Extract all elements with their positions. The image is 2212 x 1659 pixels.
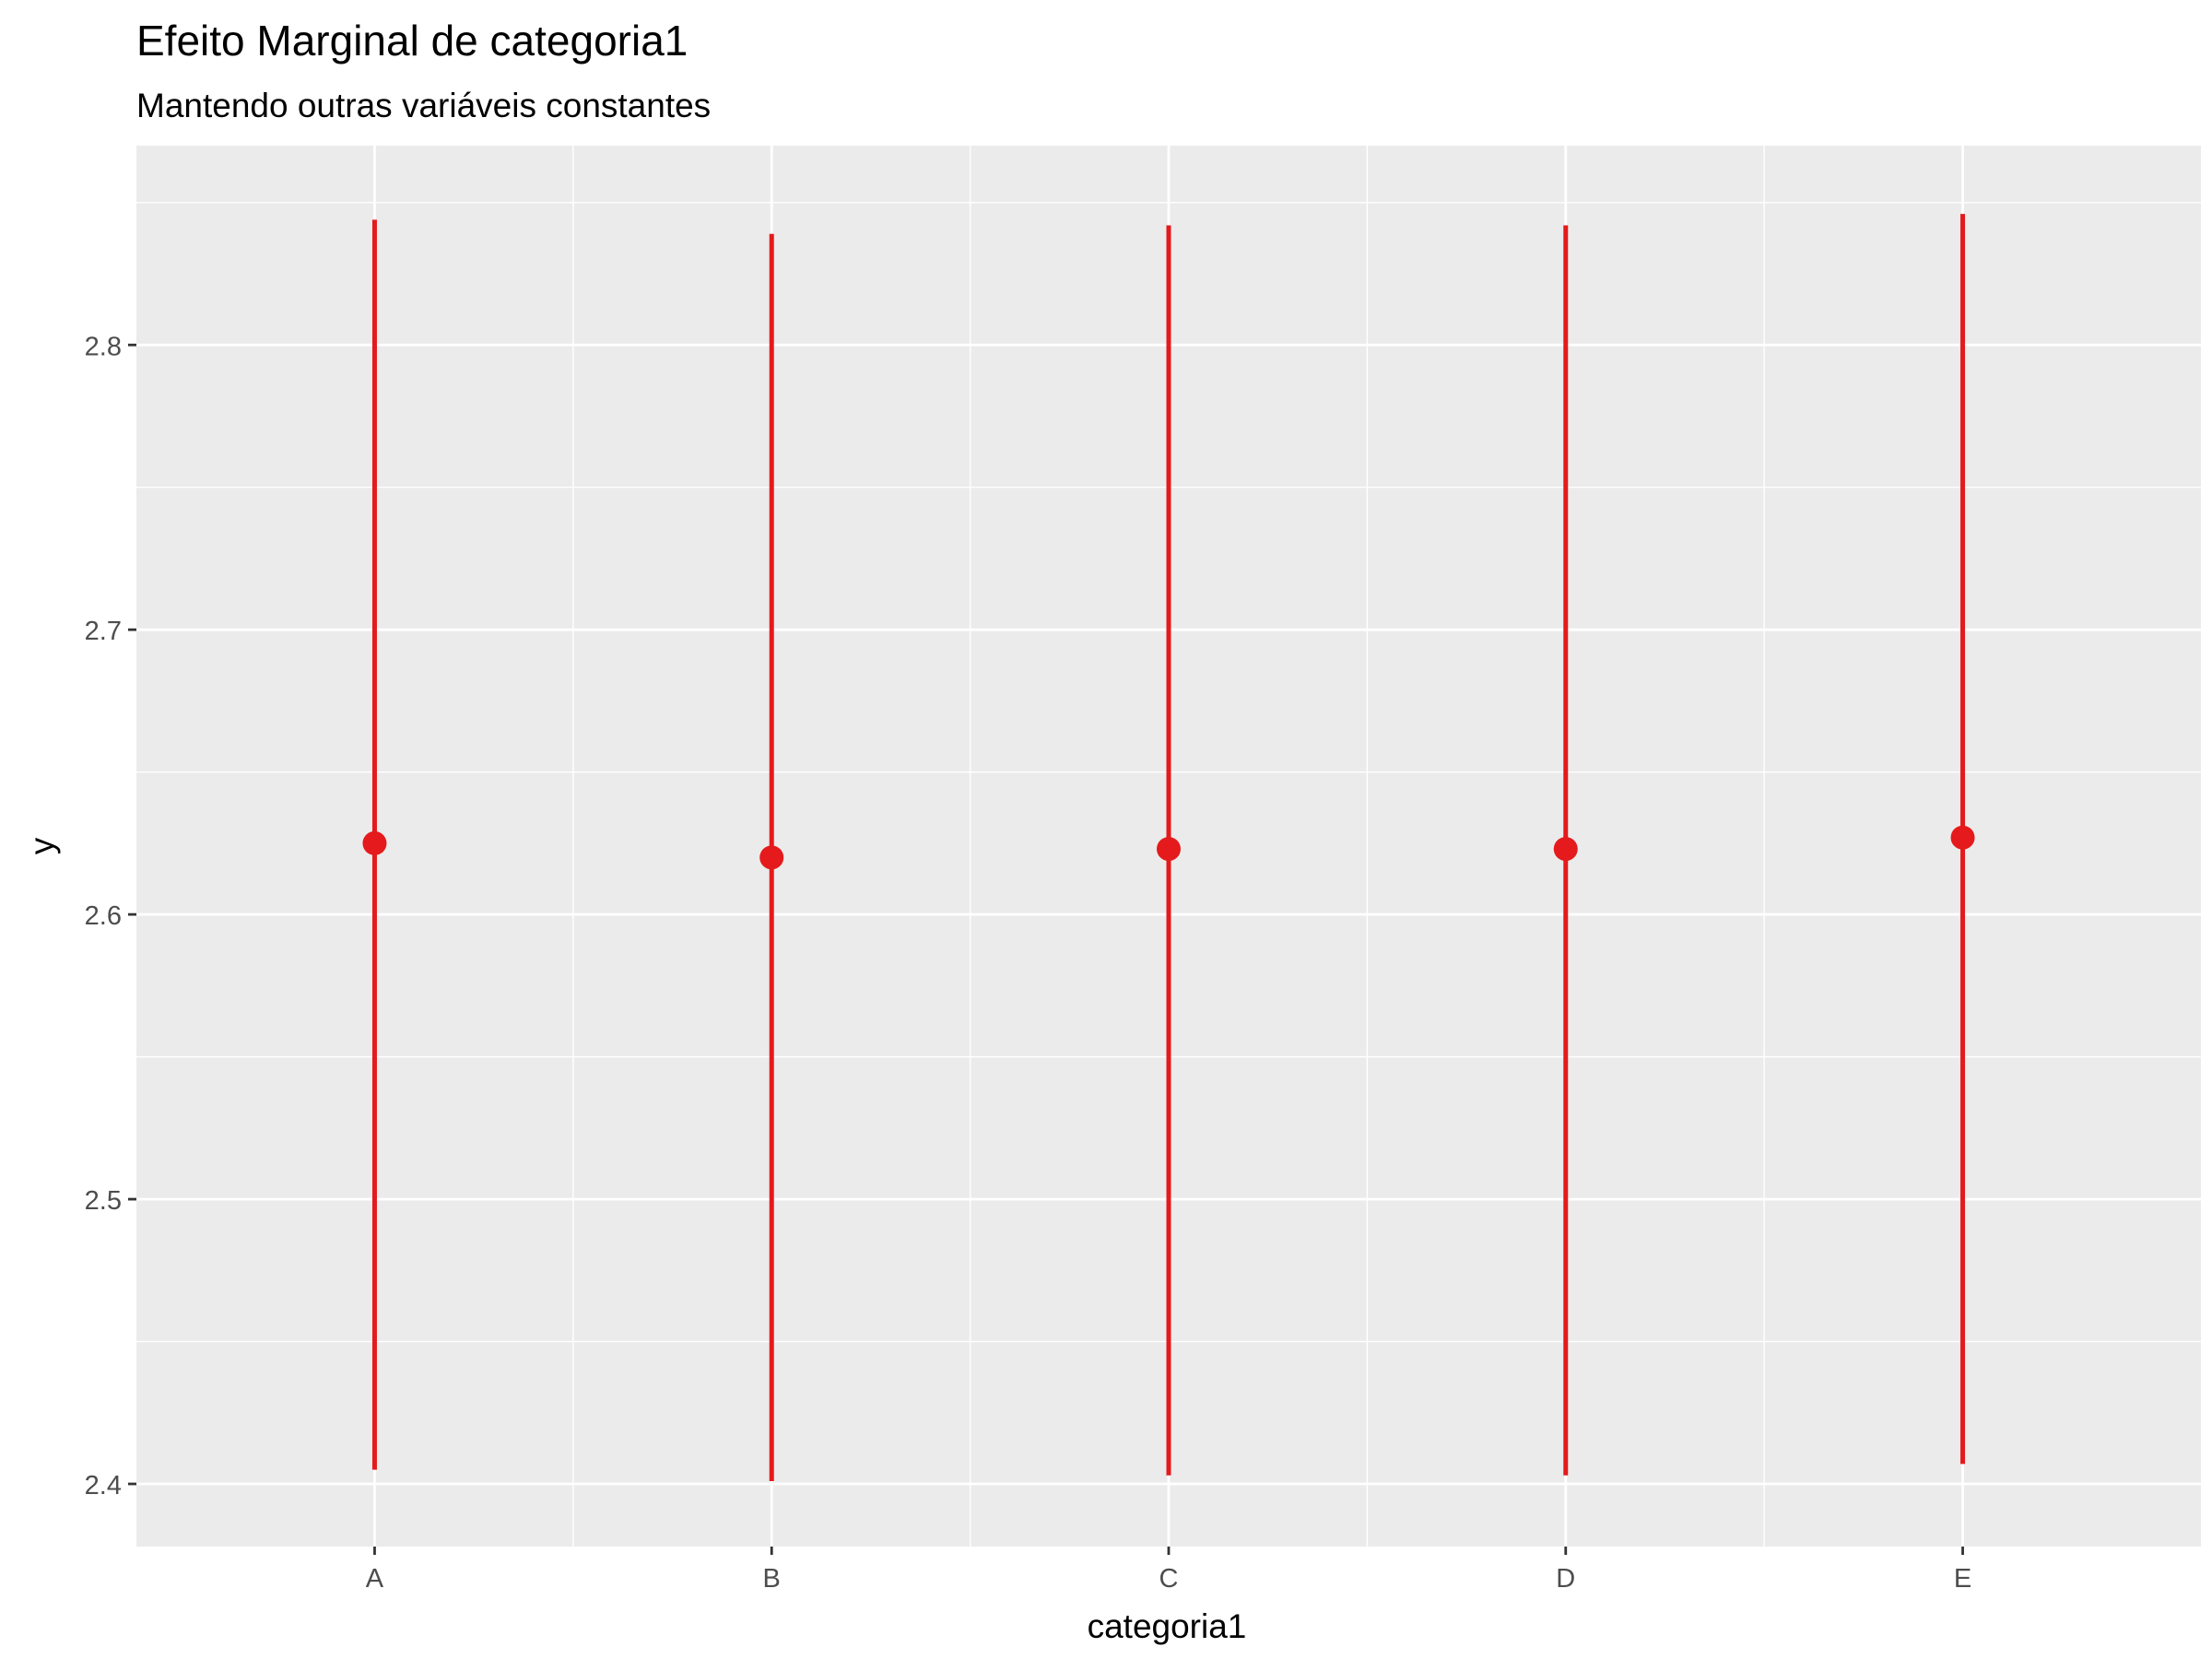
x-axis-title: categoria1 (1088, 1607, 1247, 1645)
y-tick-label: 2.5 (85, 1186, 122, 1216)
chart-subtitle: Mantendo outras variáveis constantes (136, 87, 711, 124)
y-tick-label: 2.7 (85, 617, 122, 646)
x-tick-label: C (1159, 1564, 1179, 1594)
data-point (1950, 825, 1975, 850)
y-tick-label: 2.8 (85, 332, 122, 361)
x-axis: A B C D E (366, 1547, 1971, 1594)
data-point (362, 830, 387, 855)
x-tick-label: B (763, 1564, 781, 1594)
data-point (759, 845, 784, 870)
data-point (1157, 837, 1181, 862)
y-tick-label: 2.6 (85, 901, 122, 931)
data-points (362, 825, 1975, 870)
y-tick-label: 2.4 (85, 1471, 122, 1500)
y-axis-title: y (23, 837, 61, 854)
x-tick-label: E (1954, 1564, 1971, 1594)
y-axis: 2.4 2.5 2.6 2.7 2.8 (85, 332, 136, 1500)
chart-title: Efeito Marginal de categoria1 (136, 17, 688, 65)
data-point (1553, 837, 1578, 862)
x-tick-label: A (366, 1564, 384, 1594)
x-tick-label: D (1556, 1564, 1575, 1594)
